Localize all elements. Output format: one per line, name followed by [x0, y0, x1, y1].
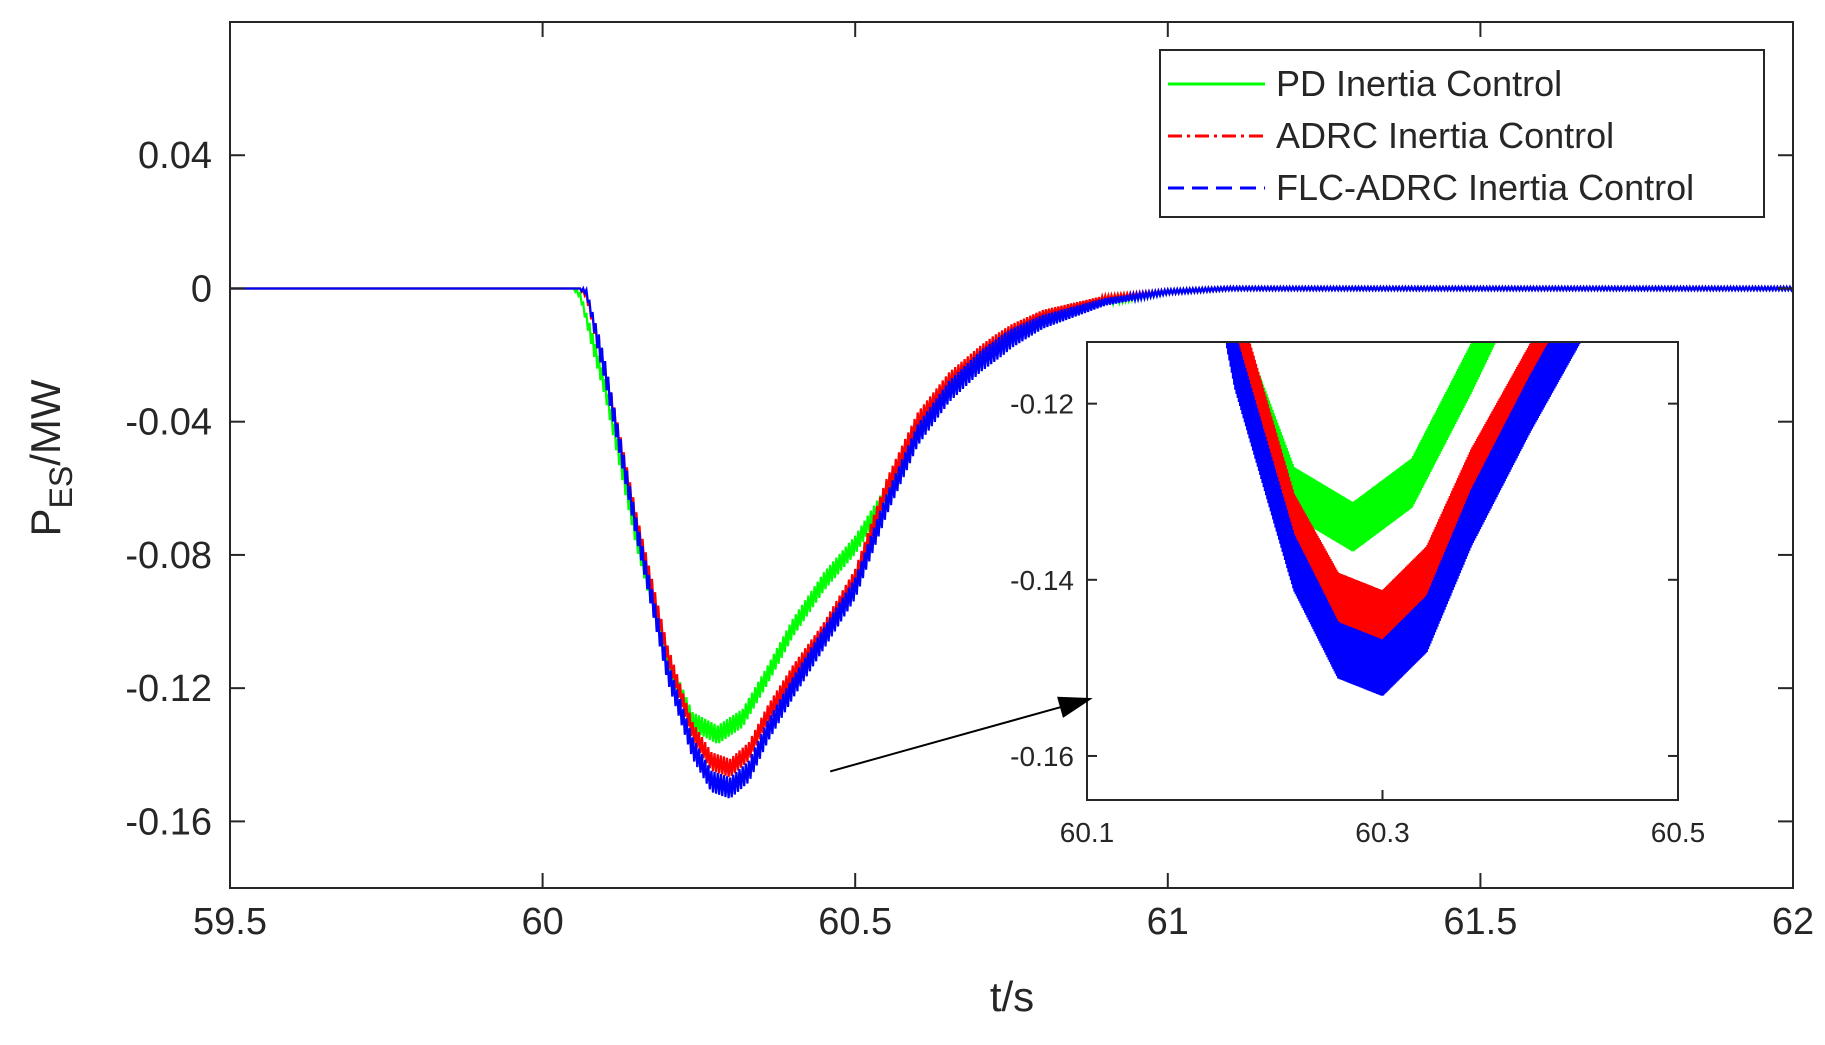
inset-y-tick-label: -0.14	[1010, 565, 1074, 596]
zoom-arrow-shaft	[829, 706, 1061, 773]
x-axis-label: t/s	[990, 973, 1034, 1020]
zoom-arrow	[829, 696, 1093, 773]
y-axis-label-suffix: /MW	[22, 379, 69, 466]
y-tick-label: -0.12	[125, 668, 212, 710]
y-tick-label: -0.08	[125, 535, 212, 577]
main-plot: 59.5 60 60.5 61 61.5 62 0.040-0.04-0.08-0.12-…	[125, 21, 1814, 943]
legend-box	[1159, 49, 1765, 218]
inset-series-group	[1224, 342, 1582, 696]
y-axis-label-subscript: ES	[43, 466, 79, 509]
legend: PD Inertia Control ADRC Inertia Control …	[1159, 49, 1765, 218]
main-series-group	[230, 284, 1794, 799]
legend-label-pd: PD Inertia Control	[1276, 63, 1562, 104]
inset-plot: 60.1 60.3 60.5 -0.12 -0.14 -0.16	[1010, 341, 1706, 848]
x-tick-label: 61.5	[1443, 901, 1517, 943]
inset-series-line-adrc	[1234, 342, 1564, 640]
y-tick-label: -0.16	[125, 801, 212, 843]
zoom-arrow-head	[1057, 696, 1093, 718]
inset-x-tick-label: 60.5	[1651, 817, 1706, 848]
y-axis-label-main: P	[22, 508, 69, 536]
main-series-line-flc-adrc	[230, 284, 1794, 799]
y-tick-label: 0.04	[138, 135, 212, 177]
main-axes-frame	[229, 21, 1794, 889]
inset-y-tick-label: -0.12	[1010, 389, 1074, 420]
y-tick-label: 0	[191, 268, 212, 310]
inset-series-line-pd	[1230, 342, 1497, 552]
inset-y-tick-label: -0.16	[1010, 741, 1074, 772]
legend-label-flc-adrc: FLC-ADRC Inertia Control	[1276, 167, 1694, 208]
inset-background	[1087, 342, 1678, 800]
x-tick-label: 59.5	[193, 901, 267, 943]
y-tick-label: -0.04	[125, 402, 212, 444]
inset-x-tick-label: 60.1	[1060, 817, 1115, 848]
main-x-ticks: 59.5 60 60.5 61 61.5 62	[193, 22, 1814, 943]
y-axis-label: PES/MW	[22, 379, 79, 536]
x-tick-label: 60	[521, 901, 563, 943]
x-tick-label: 62	[1772, 901, 1814, 943]
x-tick-label: 60.5	[818, 901, 892, 943]
inset-x-ticks: 60.1 60.3 60.5	[1060, 790, 1706, 848]
inset-series-line-flc-adrc	[1224, 342, 1582, 696]
main-y-ticks: 0.04 0 -0.04 -0.08 -0.12 -0.16	[125, 135, 1793, 843]
inset-y-ticks: -0.12 -0.14 -0.16	[1010, 389, 1678, 772]
inset-x-tick-label: 60.3	[1355, 817, 1410, 848]
legend-label-adrc: ADRC Inertia Control	[1276, 115, 1614, 156]
x-tick-label: 61	[1147, 901, 1189, 943]
